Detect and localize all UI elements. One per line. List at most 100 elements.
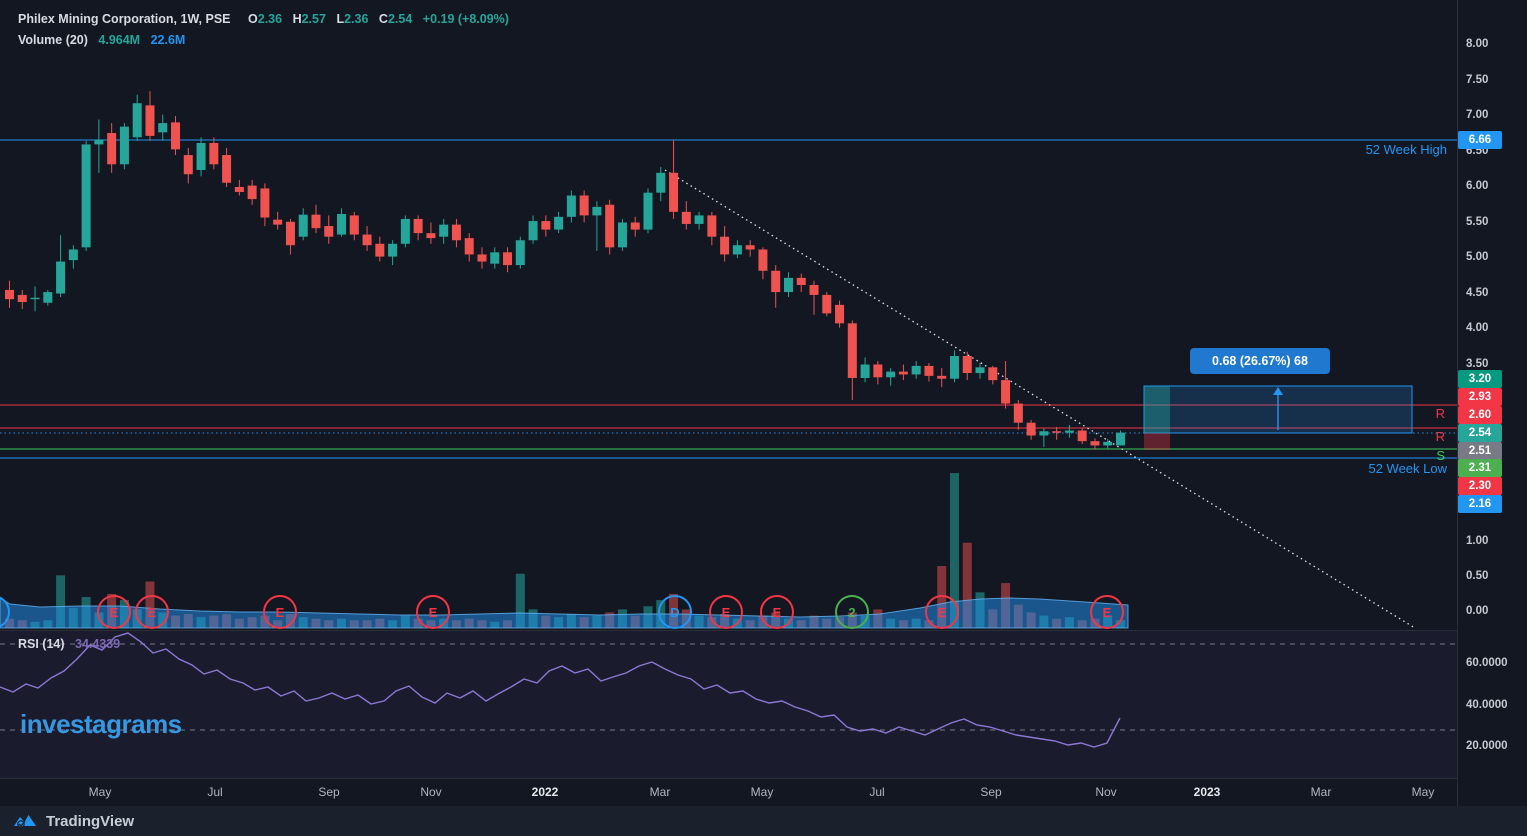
price-badge[interactable]: 6.66 bbox=[1458, 131, 1502, 149]
price-badge[interactable]: 2.31 bbox=[1458, 459, 1502, 477]
symbol-title[interactable]: Philex Mining Corporation, 1W, PSE bbox=[18, 12, 231, 26]
candle-body bbox=[426, 233, 436, 239]
price-badge[interactable]: 2.30 bbox=[1458, 477, 1502, 495]
time-tick[interactable]: Sep bbox=[980, 785, 1002, 799]
footer-bar: TradingView bbox=[0, 806, 1527, 836]
change-value: +0.19 (+8.09%) bbox=[422, 12, 509, 26]
candle-body bbox=[911, 365, 921, 375]
rsi-line bbox=[0, 632, 1121, 748]
position-stop-box[interactable] bbox=[1144, 433, 1170, 450]
time-tick[interactable]: 2023 bbox=[1193, 785, 1221, 799]
event-marker-label: E bbox=[429, 605, 438, 620]
candle-body bbox=[1039, 431, 1049, 436]
tradingview-logo-icon[interactable] bbox=[12, 812, 38, 830]
tradingview-logo-text[interactable]: TradingView bbox=[46, 812, 135, 830]
price-tick: 8.00 bbox=[1466, 38, 1489, 50]
rsi-axis-tick: 60.0000 bbox=[1466, 657, 1508, 669]
time-tick[interactable]: May bbox=[1411, 785, 1435, 799]
event-marker-circle[interactable] bbox=[135, 595, 169, 629]
time-tick[interactable]: Nov bbox=[1095, 785, 1117, 799]
candle-body bbox=[362, 234, 372, 246]
event-marker-label: E bbox=[938, 605, 947, 620]
event-marker-label: E bbox=[276, 605, 285, 620]
event-marker-circle[interactable] bbox=[1090, 595, 1124, 629]
trendline[interactable] bbox=[664, 169, 1416, 629]
chart-area[interactable]: E E E E D E E 2 E E Philex Mining Corporation, 1W… bbox=[0, 0, 1457, 778]
candle-body bbox=[656, 172, 666, 193]
event-marker-circle[interactable] bbox=[263, 595, 297, 629]
candle-body bbox=[311, 214, 321, 229]
event-marker-label: E bbox=[722, 605, 731, 620]
rsi-label[interactable]: RSI (14) bbox=[18, 637, 65, 651]
price-badge[interactable]: 2.16 bbox=[1458, 495, 1502, 513]
time-tick[interactable]: Mar bbox=[1310, 785, 1332, 799]
event-marker-circle[interactable] bbox=[416, 595, 450, 629]
event-marker-circle[interactable] bbox=[760, 595, 794, 629]
candle-body bbox=[439, 224, 449, 237]
volume-label[interactable]: Volume (20) bbox=[18, 33, 88, 47]
candle-body bbox=[975, 367, 985, 374]
event-marker-circle[interactable] bbox=[925, 595, 959, 629]
time-tick[interactable]: Jul bbox=[207, 785, 223, 799]
risk-reward-tooltip[interactable]: 0.68 (26.67%) 68 bbox=[1190, 348, 1330, 374]
price-tick: 0.00 bbox=[1466, 605, 1489, 617]
price-badge[interactable]: 2.93 bbox=[1458, 388, 1502, 406]
candle-body bbox=[503, 252, 513, 266]
time-tick[interactable]: Jul bbox=[869, 785, 885, 799]
rsi-value: 34.4339 bbox=[75, 637, 121, 651]
position-profit-inner-box bbox=[1144, 386, 1170, 433]
time-tick[interactable]: Sep bbox=[318, 785, 340, 799]
candle-body bbox=[349, 215, 359, 235]
candle-body bbox=[988, 367, 998, 381]
event-marker-circle[interactable] bbox=[97, 595, 131, 629]
candle-body bbox=[5, 289, 14, 300]
week-high-label: 52 Week High bbox=[1365, 142, 1447, 157]
rsi-axis-tick: 40.0000 bbox=[1466, 699, 1508, 711]
price-axis[interactable]: 8.00 7.50 7.00 6.50 6.00 5.50 5.00 4.50 4.00 3.50… bbox=[1457, 0, 1527, 806]
candle-body bbox=[158, 123, 168, 133]
candle-body bbox=[400, 218, 410, 244]
rsi-legend: RSI (14) 34.4339 bbox=[18, 637, 120, 651]
candle-body bbox=[566, 195, 576, 217]
candle-body bbox=[617, 222, 627, 248]
event-marker-circle[interactable] bbox=[835, 595, 869, 629]
time-tick[interactable]: May bbox=[88, 785, 112, 799]
event-marker-label: 2 bbox=[848, 605, 855, 620]
candle-body bbox=[847, 323, 857, 378]
time-tick[interactable]: May bbox=[750, 785, 774, 799]
price-tick: 5.00 bbox=[1466, 251, 1489, 263]
candle-body bbox=[554, 216, 564, 230]
volume-legend: Volume (20) 4.964M 22.6M bbox=[18, 33, 185, 47]
time-tick[interactable]: Mar bbox=[649, 785, 671, 799]
event-marker-circle[interactable] bbox=[658, 595, 692, 629]
time-tick[interactable]: Nov bbox=[420, 785, 442, 799]
time-tick[interactable]: 2022 bbox=[531, 785, 559, 799]
volume-bar bbox=[669, 593, 679, 628]
price-badge[interactable]: 2.60 bbox=[1458, 406, 1502, 424]
price-badge[interactable]: 2.51 bbox=[1458, 442, 1502, 460]
price-tick: 5.50 bbox=[1466, 216, 1489, 228]
candle-body bbox=[388, 243, 398, 257]
close-label: C bbox=[378, 12, 388, 26]
price-badge[interactable]: 3.20 bbox=[1458, 370, 1502, 388]
candle-body bbox=[949, 355, 959, 379]
price-badge[interactable]: 2.54 bbox=[1458, 424, 1502, 442]
candle-body bbox=[56, 261, 66, 294]
candle-body bbox=[860, 364, 870, 378]
candle-body bbox=[694, 215, 704, 224]
event-marker-label: E bbox=[773, 605, 782, 620]
candle-body bbox=[605, 204, 615, 248]
candle-body bbox=[937, 375, 947, 379]
time-axis[interactable]: May Jul Sep Nov 2022 Mar May Jul Sep Nov 2023 Mar Ma… bbox=[0, 778, 1457, 806]
close-value: 2.54 bbox=[387, 12, 413, 26]
candle-body bbox=[796, 277, 806, 285]
candle-body bbox=[822, 294, 832, 314]
high-label: H bbox=[292, 12, 302, 26]
position-arrow-head bbox=[1273, 387, 1283, 395]
event-marker-circle[interactable] bbox=[0, 596, 10, 628]
event-marker-circle[interactable] bbox=[709, 595, 743, 629]
candle-body bbox=[477, 254, 487, 262]
chart-canvas[interactable]: E E E E D E E 2 E E bbox=[0, 0, 1457, 778]
event-marker-label: D bbox=[670, 605, 679, 620]
